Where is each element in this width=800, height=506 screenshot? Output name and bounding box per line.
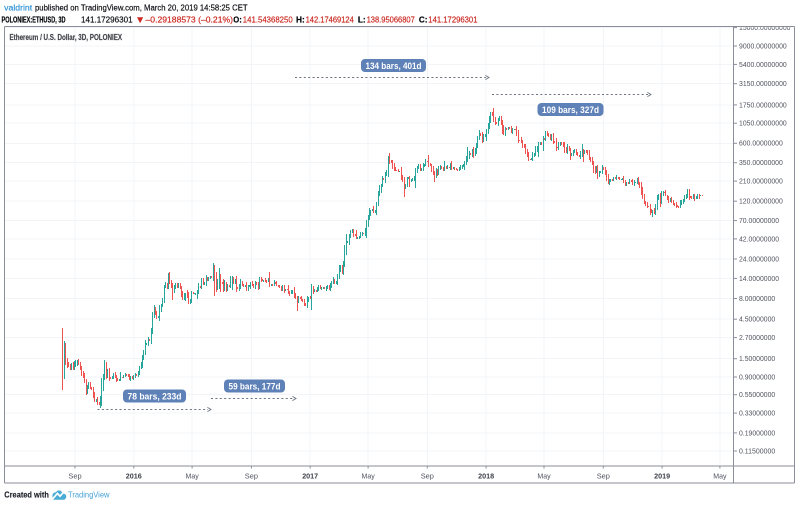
svg-text:5400.00000000: 5400.00000000 [739, 60, 787, 69]
svg-text:1.50000000: 1.50000000 [739, 354, 775, 363]
svg-text:1050.00000000: 1050.00000000 [739, 119, 787, 128]
svg-text:Sep: Sep [68, 471, 81, 480]
svg-text:3150.00000000: 3150.00000000 [739, 79, 787, 88]
svg-text:138.95066807: 138.95066807 [367, 15, 416, 24]
svg-text:0.19000000: 0.19000000 [739, 428, 775, 437]
svg-text:O:: O: [233, 15, 242, 24]
svg-text:24.00000000: 24.00000000 [739, 254, 779, 263]
svg-text:210.00000000: 210.00000000 [739, 177, 783, 186]
svg-text:0.11500000: 0.11500000 [739, 446, 775, 455]
svg-text:59 bars, 177d: 59 bars, 177d [229, 381, 281, 391]
svg-text:600.00000000: 600.00000000 [739, 139, 783, 148]
svg-text:Ethereum / U.S. Dollar, 3D, PO: Ethereum / U.S. Dollar, 3D, POLONIEX [10, 33, 123, 42]
svg-text:120.00000000: 120.00000000 [739, 197, 783, 206]
svg-text:Sep: Sep [421, 471, 434, 480]
svg-text:0.90000000: 0.90000000 [739, 372, 775, 381]
svg-text:Sep: Sep [245, 471, 258, 480]
svg-text:141.54368250: 141.54368250 [243, 15, 293, 24]
svg-text:May: May [713, 471, 726, 480]
svg-text:14.00000000: 14.00000000 [739, 274, 779, 283]
svg-text:9000.00000000: 9000.00000000 [739, 41, 787, 50]
svg-text:134 bars, 401d: 134 bars, 401d [366, 61, 422, 71]
svg-text:0.55000000: 0.55000000 [739, 390, 775, 399]
svg-text:H:: H: [296, 15, 305, 24]
svg-text:109 bars, 327d: 109 bars, 327d [542, 105, 599, 115]
svg-text:141.17296301: 141.17296301 [428, 15, 478, 24]
svg-text:42.00000000: 42.00000000 [739, 234, 779, 243]
svg-text:2019: 2019 [654, 471, 670, 480]
svg-text:8.00000000: 8.00000000 [739, 294, 775, 303]
svg-text:141.17296301: 141.17296301 [81, 15, 133, 24]
svg-text:valdrint: valdrint [4, 4, 33, 13]
svg-text:TradingView: TradingView [68, 489, 110, 499]
svg-text:POLONIEX:ETHUSD, 3D: POLONIEX:ETHUSD, 3D [2, 15, 66, 24]
svg-text:L:: L: [358, 15, 366, 24]
svg-text:2018: 2018 [478, 471, 494, 480]
svg-text:2.70000000: 2.70000000 [739, 333, 775, 342]
svg-text:1750.00000000: 1750.00000000 [739, 100, 787, 109]
svg-text:May: May [186, 471, 199, 480]
svg-text:Sep: Sep [597, 471, 610, 480]
svg-text:2017: 2017 [302, 471, 318, 480]
svg-text:C:: C: [419, 15, 428, 24]
svg-text:350.00000000: 350.00000000 [739, 158, 783, 167]
svg-text:May: May [362, 471, 375, 480]
svg-text:published on TradingView.com,: published on TradingView.com, March 20, … [35, 4, 248, 13]
svg-text:78 bars, 233d: 78 bars, 233d [128, 391, 182, 401]
svg-text:4.50000000: 4.50000000 [739, 315, 775, 324]
svg-text:15000.00000000: 15000.00000000 [739, 23, 791, 32]
svg-text:142.17469124: 142.17469124 [306, 15, 355, 24]
svg-text:0.33000000: 0.33000000 [739, 409, 775, 418]
svg-text:70.00000000: 70.00000000 [739, 216, 779, 225]
svg-text:Created with: Created with [4, 489, 49, 499]
svg-text:2016: 2016 [126, 471, 142, 480]
svg-text:–0.29188573 (–0.21%): –0.29188573 (–0.21%) [146, 15, 234, 24]
svg-text:May: May [537, 471, 550, 480]
